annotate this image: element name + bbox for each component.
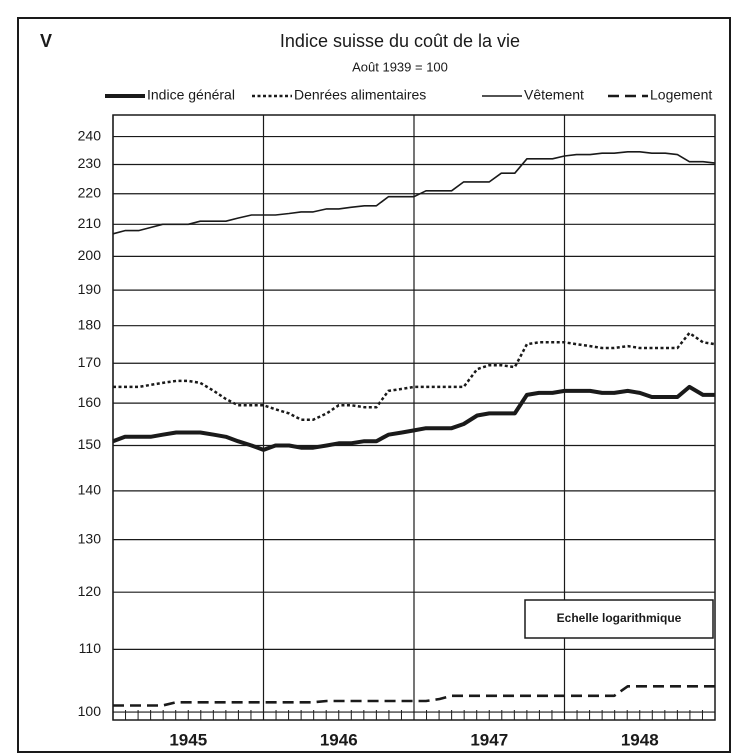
y-tick-label: 230	[78, 155, 102, 171]
y-tick-label: 240	[78, 127, 102, 143]
legend-label: Denrées alimentaires	[294, 87, 426, 103]
x-tick-label: 1946	[320, 730, 358, 749]
legend-label: Indice général	[147, 87, 235, 103]
legend-label: Logement	[650, 87, 712, 103]
annotation: Echelle logarithmique	[557, 611, 682, 625]
data-line	[113, 685, 715, 707]
y-tick-label: 140	[78, 482, 102, 498]
y-tick-label: 180	[78, 316, 102, 332]
y-tick-label: 190	[78, 281, 102, 297]
panel-label: V	[40, 31, 52, 51]
chart-subtitle: Août 1939 = 100	[352, 59, 448, 74]
y-tick-label: 170	[78, 354, 102, 370]
y-tick-label: 200	[78, 247, 102, 263]
legend-label: Vêtement	[524, 87, 584, 103]
x-tick-label: 1947	[470, 730, 508, 749]
y-tick-label: 110	[79, 640, 102, 656]
data-line	[112, 384, 715, 452]
data-line	[113, 331, 716, 421]
y-tick-label: 220	[78, 184, 102, 200]
y-tick-label: 120	[78, 583, 102, 599]
y-tick-label: 210	[78, 215, 102, 231]
y-tick-label: 160	[78, 394, 102, 410]
chart-title: Indice suisse du coût de la vie	[280, 31, 520, 51]
data-line	[112, 151, 716, 235]
y-tick-label: 150	[78, 436, 102, 452]
frame	[17, 17, 731, 753]
y-tick-label: 100	[78, 703, 102, 719]
annotation-box	[524, 599, 714, 639]
x-tick-label: 1948	[621, 730, 659, 749]
x-tick-label: 1945	[169, 730, 207, 749]
y-tick-label: 130	[78, 530, 102, 546]
